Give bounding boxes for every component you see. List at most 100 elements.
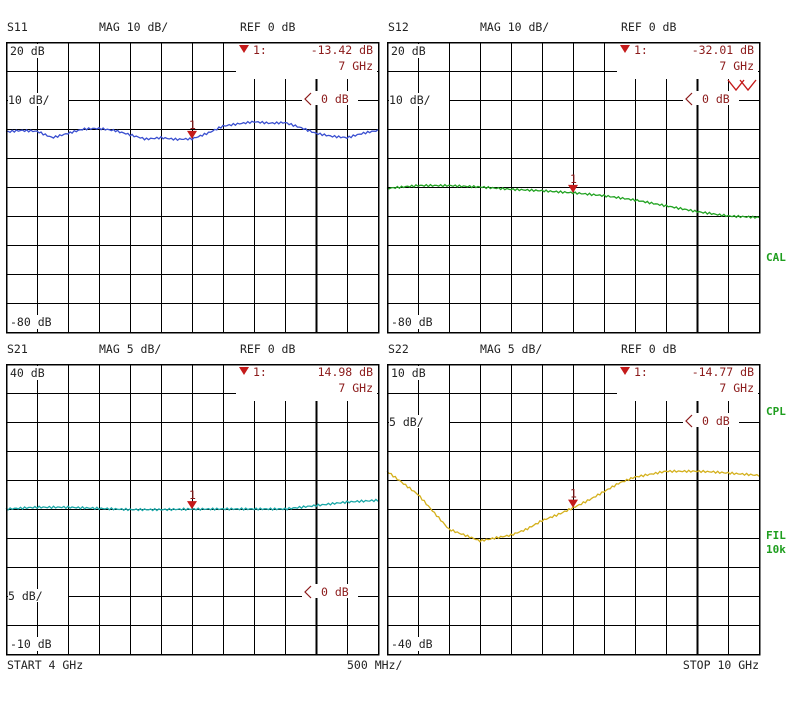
bottom-label-bg [8,637,66,651]
ref-level-bg [8,93,68,106]
marker-readout-box [617,365,758,401]
trace-marker-icon [187,130,197,139]
trace-marker-icon [187,501,197,510]
parameter-label: S11 [7,20,28,34]
top-label-bg [8,366,58,380]
parameter-label: S12 [388,20,409,34]
reference-label: REF 0 dB [240,20,295,34]
marker-number: 1: [634,365,648,379]
measurement-trace [5,120,379,142]
marker-number: 1: [253,43,267,57]
top-label-bg [8,44,58,58]
bottom-label-bg [389,315,447,329]
parameter-label: S21 [7,342,28,356]
cpl-status-label: CPL [766,405,786,418]
reference-marker-label: 0 dB [321,92,349,106]
top-label-bg [389,44,439,58]
scale-label: MAG 5 dB/ [99,342,161,356]
marker-frequency: 7 GHz [338,381,373,395]
top-scale-label: 20 dB [10,44,45,58]
bottom-scale-label: -80 dB [10,315,52,329]
marker-active-icon [620,45,630,53]
marker-frequency: 7 GHz [719,59,754,73]
bottom-scale-label: -40 dB [391,637,433,651]
marker-readout-box [236,365,377,401]
reference-marker-label: 0 dB [702,92,730,106]
ref-marker-bg [302,584,358,598]
reference-level-label: 10 dB/ [8,93,50,107]
trace-marker-number: 1 [570,487,577,501]
reference-marker-label: 0 dB [702,414,730,428]
reference-level-label: 10 dB/ [389,93,431,107]
ref-level-bg [389,415,449,428]
reference-level-label: 5 dB/ [389,415,424,429]
marker-number: 1: [634,43,648,57]
graticule [6,42,378,332]
marker-value: 14.98 dB [318,365,373,379]
panel-frame [386,363,761,656]
trace-marker-number: 1 [189,488,196,502]
marker-active-icon [620,367,630,375]
scale-label: MAG 5 dB/ [480,342,542,356]
scale-label: MAG 10 dB/ [480,20,549,34]
ref-marker-bg [302,91,358,105]
parameter-label: S22 [388,342,409,356]
panel-frame [386,41,761,334]
overload-icon [727,79,757,92]
top-scale-label: 40 dB [10,366,45,380]
reference-arrow-icon [304,585,312,599]
marker-readout-box [236,43,377,79]
marker-frequency: 7 GHz [338,59,373,73]
bottom-label-bg [8,315,66,329]
reference-level-label: 5 dB/ [8,589,43,603]
trace-marker-icon [568,184,578,193]
reference-label: REF 0 dB [621,20,676,34]
panel-s11: S11 MAG 10 dB/REF 0 dB 1: -13.42 dB 7 GHz 20 … [5,20,380,334]
start-frequency: START 4 GHz [7,658,83,672]
trace-marker-number: 1 [189,118,196,132]
reference-marker-label: 0 dB [321,585,349,599]
scale-label: MAG 10 dB/ [99,20,168,34]
reference-arrow-icon [304,92,312,106]
ref-marker-bg [683,413,739,427]
panel-frame [5,41,380,334]
marker-value: -32.01 dB [692,43,754,57]
trace-marker-icon [568,499,578,508]
cal-status-label: CAL [766,251,786,264]
marker-value: -14.77 dB [692,365,754,379]
marker-readout-box [617,43,758,79]
marker-frequency: 7 GHz [719,381,754,395]
top-scale-label: 10 dB [391,366,426,380]
panel-s12: S12 MAG 10 dB/REF 0 dB 1: -32.01 dB 7 GHz 20 … [386,20,761,334]
reference-label: REF 0 dB [621,342,676,356]
top-scale-label: 20 dB [391,44,426,58]
bottom-scale-label: -80 dB [391,315,433,329]
frequency-span-per-division: 500 MHz/ [347,658,402,672]
marker-active-icon [239,45,249,53]
graticule [387,42,759,332]
bottom-scale-label: -10 dB [10,637,52,651]
ref-marker-bg [683,91,739,105]
panel-s21: S21 MAG 5 dB/REF 0 dB 1: 14.98 dB 7 GHz 40 dB… [5,342,380,656]
bottom-label-bg [389,637,447,651]
measurement-trace [5,498,379,512]
trace-marker-number: 1 [570,172,577,186]
stop-frequency: STOP 10 GHz [683,658,759,672]
marker-active-icon [239,367,249,375]
filter-bandwidth-label: 10k [766,543,786,556]
graticule [387,364,759,654]
panel-frame [5,363,380,656]
measurement-trace [386,183,760,219]
reference-arrow-icon [685,414,693,428]
reference-arrow-icon [685,92,693,106]
marker-value: -13.42 dB [311,43,373,57]
filter-status-label: FIL [766,529,786,542]
ref-level-bg [8,589,68,602]
reference-label: REF 0 dB [240,342,295,356]
ref-level-bg [389,93,449,106]
top-label-bg [389,366,439,380]
marker-number: 1: [253,365,267,379]
